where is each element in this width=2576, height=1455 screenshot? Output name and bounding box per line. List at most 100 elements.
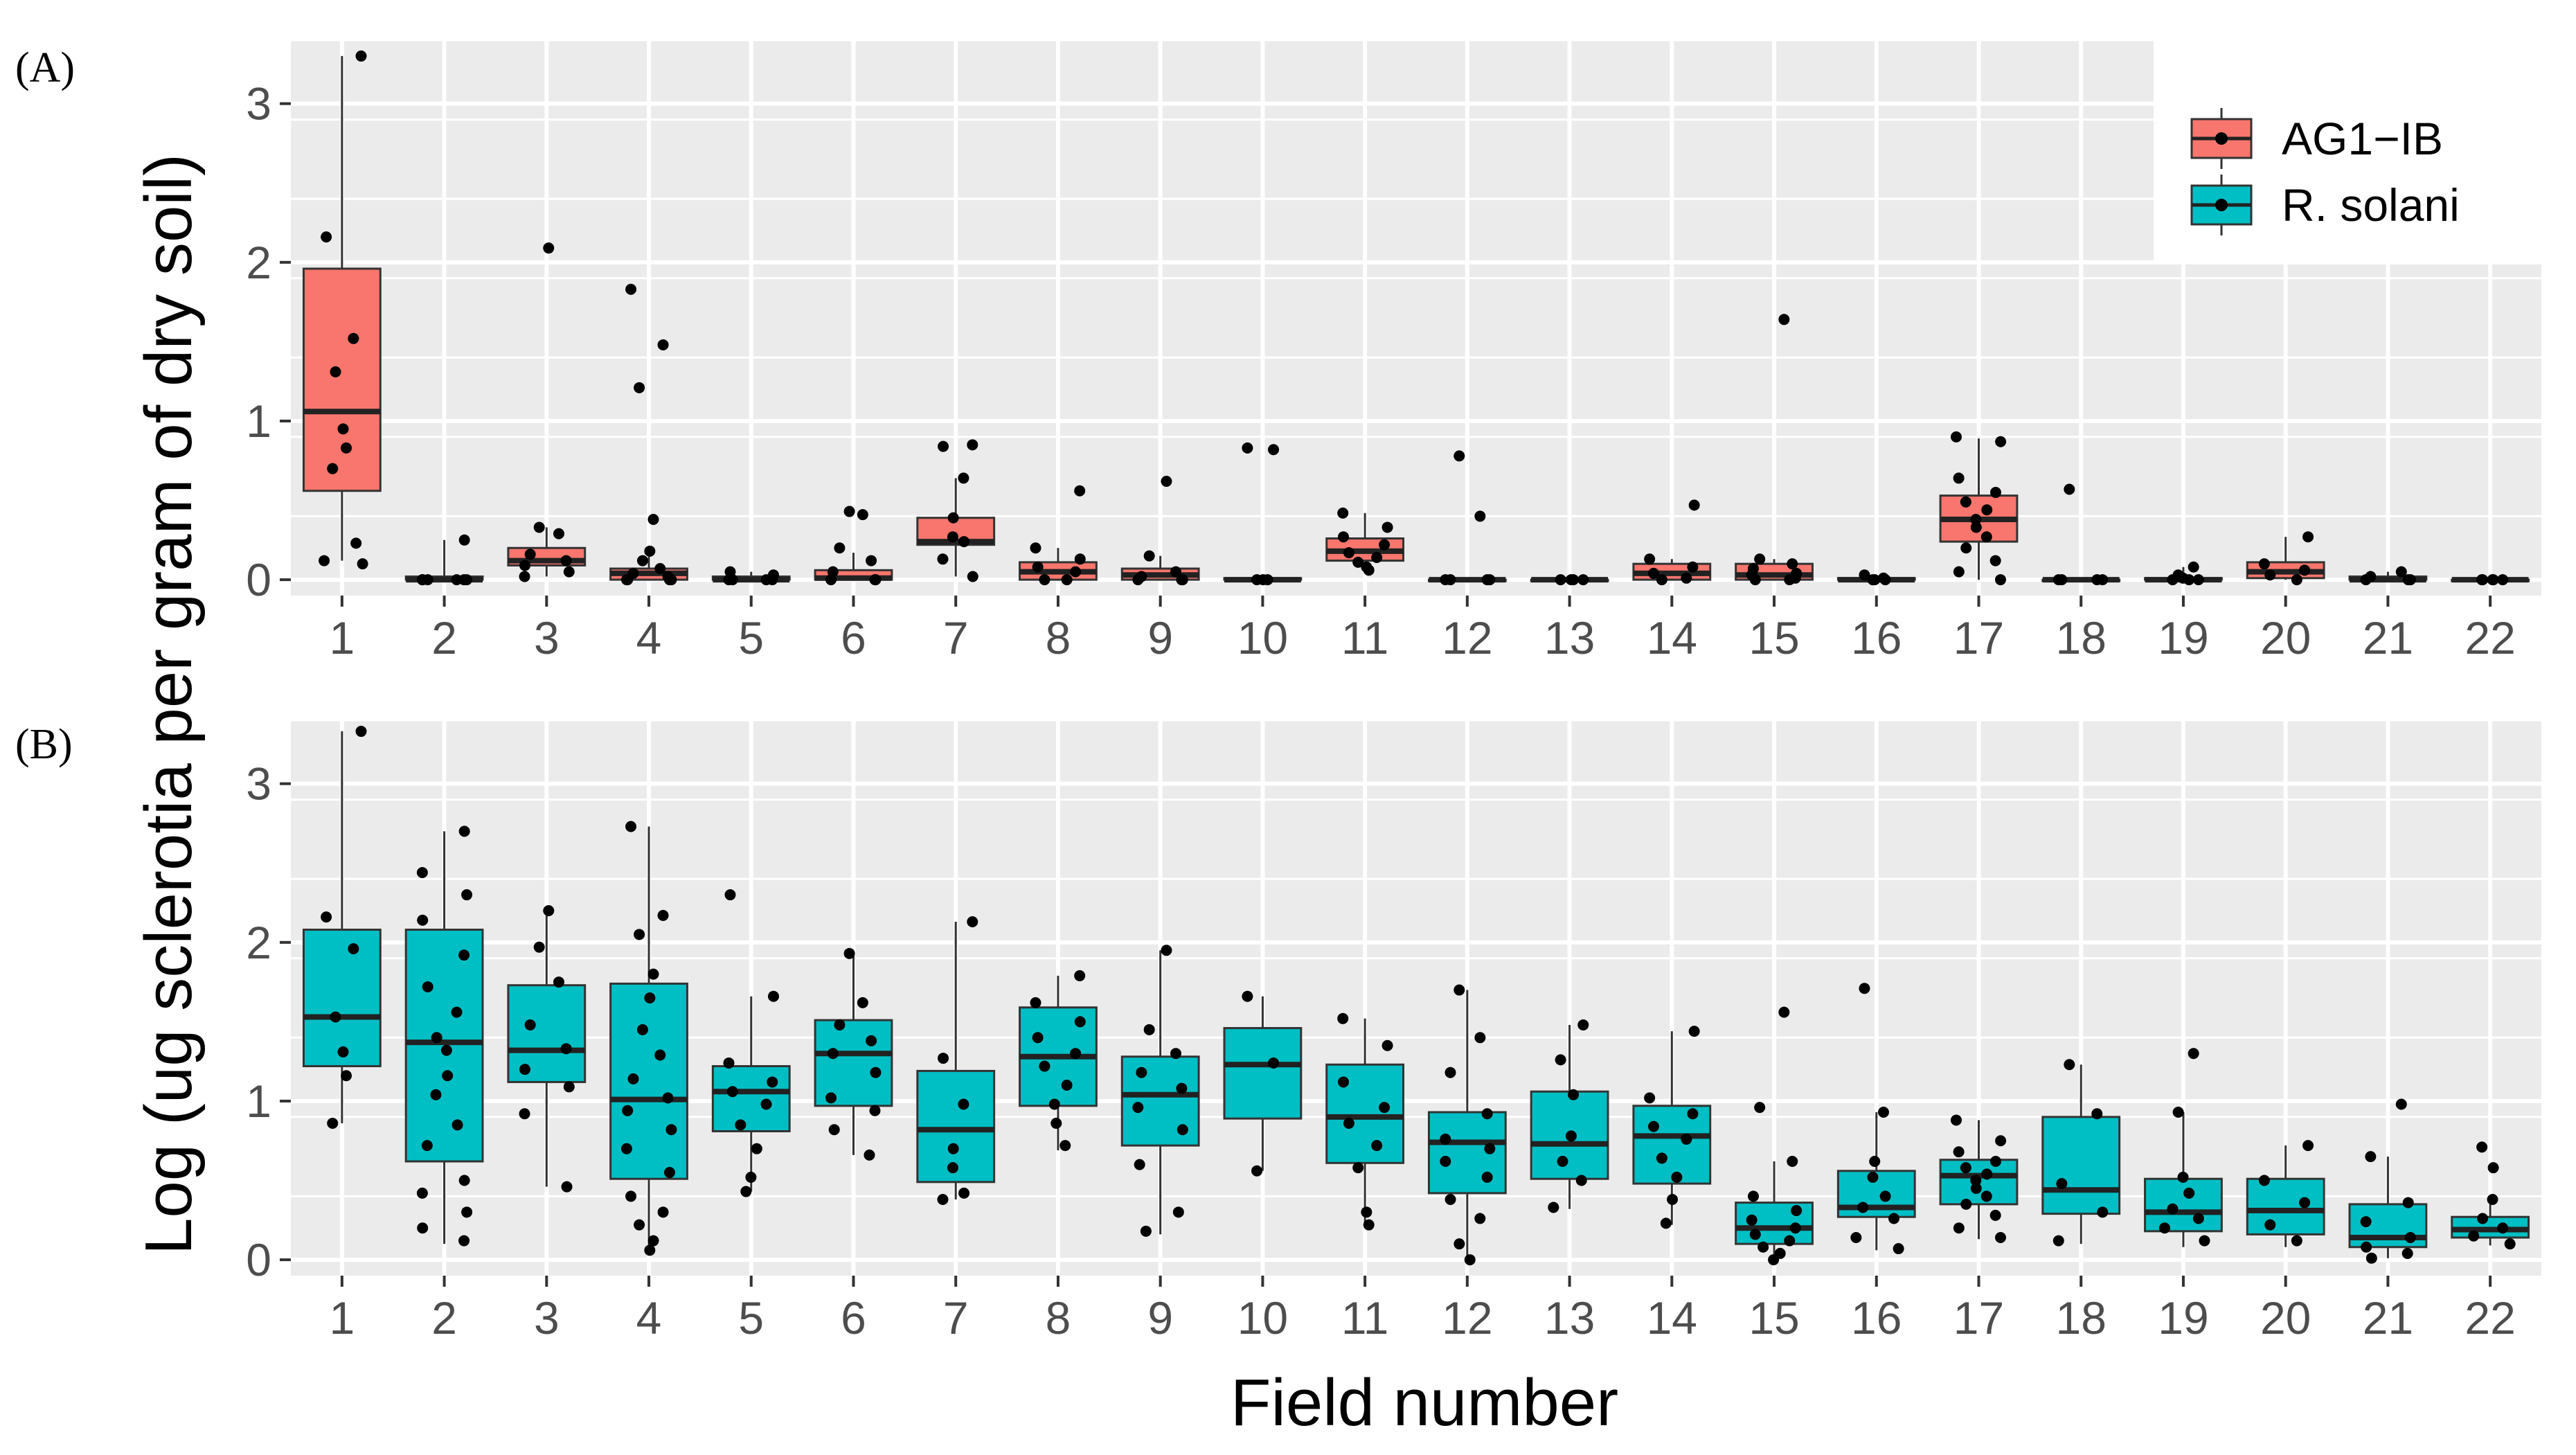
data-point	[458, 1175, 470, 1186]
data-point	[417, 914, 429, 926]
data-point	[2365, 1151, 2377, 1163]
data-point	[451, 574, 463, 586]
data-point	[622, 1105, 634, 1116]
panel-b-x-tick-label: 22	[2465, 1292, 2515, 1344]
data-point	[330, 1011, 341, 1023]
data-point	[634, 929, 645, 940]
panel-a-x-tick-label: 21	[2363, 612, 2413, 663]
data-point	[1134, 1159, 1145, 1170]
data-point	[938, 440, 949, 452]
panel-a-x-tick-label: 1	[330, 612, 355, 663]
data-point	[2167, 574, 2179, 586]
data-point	[1960, 1198, 1972, 1210]
data-point	[657, 909, 669, 921]
data-point	[1136, 1066, 1147, 1078]
data-point	[1440, 574, 1451, 586]
data-point	[1970, 521, 1982, 533]
data-point	[519, 1064, 531, 1075]
panel-b-x-tick-label: 5	[738, 1292, 764, 1344]
panel-a-x-tick-label: 8	[1046, 612, 1071, 663]
box	[302, 267, 382, 492]
data-point	[663, 574, 675, 586]
data-point	[2477, 1213, 2489, 1224]
data-point	[654, 563, 666, 575]
data-point	[947, 1143, 959, 1154]
data-point	[1970, 1182, 1982, 1194]
data-point	[355, 50, 367, 62]
data-point	[647, 1235, 659, 1247]
data-point	[458, 949, 470, 961]
data-point	[1338, 531, 1350, 543]
data-point	[1371, 552, 1383, 564]
data-point	[1970, 514, 1982, 526]
panel-b-box-field-10	[1223, 990, 1303, 1177]
data-point	[827, 1048, 839, 1060]
data-point	[416, 866, 428, 878]
data-point	[958, 536, 970, 548]
data-point	[1481, 1108, 1493, 1120]
panel-a-x-tick-label: 11	[1341, 612, 1389, 663]
data-point	[1170, 1048, 1181, 1060]
data-point	[1787, 558, 1798, 570]
data-point	[458, 534, 470, 546]
data-point	[458, 1235, 470, 1247]
data-point	[451, 1119, 463, 1131]
data-point	[843, 506, 855, 517]
data-point	[2264, 569, 2276, 581]
panel-a-x-tick-label: 18	[2056, 612, 2107, 663]
panel-a-box-field-2	[404, 534, 484, 586]
data-point	[1061, 574, 1073, 586]
data-point	[2497, 574, 2509, 586]
box	[2041, 1116, 2121, 1215]
panel-a-box-field-5	[711, 566, 791, 586]
panel-a-tag: (A)	[15, 44, 75, 91]
data-point	[937, 1194, 949, 1206]
panel-b-x-tick-label: 4	[636, 1292, 662, 1344]
data-point	[767, 1076, 778, 1088]
data-point	[2361, 1241, 2372, 1253]
data-point	[1379, 539, 1390, 551]
data-point	[657, 339, 669, 350]
box	[1325, 1063, 1405, 1164]
data-point	[2052, 1235, 2064, 1247]
data-point	[1784, 574, 1796, 586]
data-point	[1749, 1229, 1761, 1240]
data-point	[1960, 542, 1972, 554]
data-point	[1789, 1222, 1801, 1234]
data-point	[1644, 553, 1656, 565]
panel-a-box-field-8	[1019, 485, 1098, 586]
data-point	[1132, 1102, 1144, 1114]
legend-point	[2215, 132, 2228, 145]
panel-b-x-tick-label: 8	[1046, 1292, 1071, 1344]
data-point	[1337, 1012, 1349, 1024]
data-point	[553, 528, 564, 539]
panel-a-x-tick-label: 15	[1748, 612, 1799, 663]
data-point	[1687, 561, 1699, 573]
data-point	[1687, 1108, 1699, 1120]
data-point	[1074, 485, 1086, 497]
data-point	[422, 574, 433, 586]
panel-b-x-tick-label: 6	[841, 1292, 866, 1344]
data-point	[1454, 450, 1465, 462]
panel-a-y-tick-label: 2	[246, 237, 271, 288]
data-point	[869, 1105, 881, 1116]
data-point	[1859, 983, 1870, 994]
data-point	[1268, 1057, 1280, 1069]
data-point	[1994, 1232, 2006, 1244]
data-point	[735, 1119, 746, 1131]
data-point	[1994, 574, 2006, 586]
data-point	[1953, 472, 1965, 484]
data-point	[726, 1086, 738, 1098]
data-point	[1953, 566, 1965, 578]
panel-a-x-tick-label: 7	[943, 612, 969, 663]
data-point	[1242, 442, 1253, 454]
data-point	[341, 442, 352, 454]
panel-a-y-tick-label: 3	[246, 78, 271, 130]
panel-b-box-field-15	[1735, 1006, 1814, 1266]
data-point	[2395, 566, 2407, 578]
panel-a-y-tick-label: 1	[246, 395, 271, 447]
data-point	[1754, 1102, 1766, 1114]
panel-a-box-field-21	[2348, 566, 2428, 586]
